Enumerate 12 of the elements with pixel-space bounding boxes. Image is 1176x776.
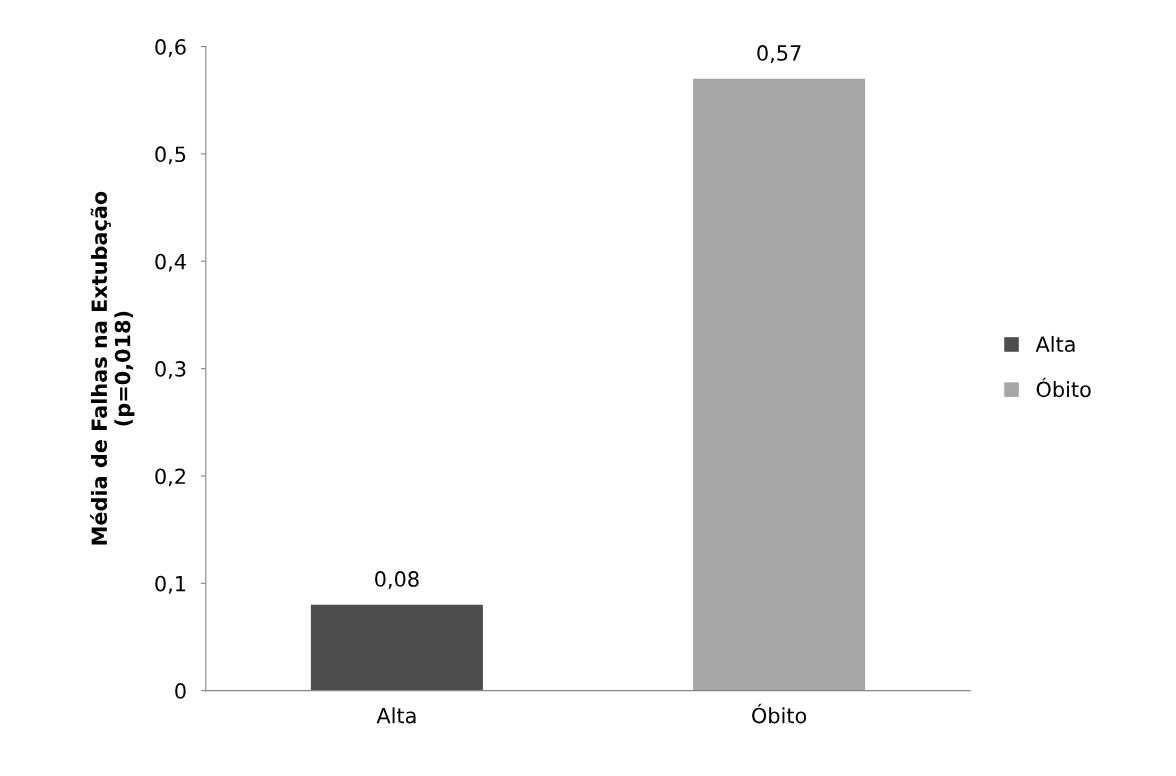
y-tick-label: 0,5 [155,146,186,165]
y-tick-label: 0,2 [155,468,185,487]
y-tick-label: 0 [175,683,186,699]
y-tick-label: 0,1 [155,575,186,594]
y-tick-label: 0,6 [155,39,186,57]
legend-label: Alta [1035,335,1075,353]
y-axis-title: Média de Falhas na Extubação (p=0,018) [90,191,135,545]
y-tick-label: 0,3 [155,361,186,379]
data-label: 0,08 [375,571,419,589]
y-tick-label: 0,4 [155,253,186,272]
legend-label: Óbito [1036,377,1091,398]
data-label: 0,57 [757,45,801,63]
